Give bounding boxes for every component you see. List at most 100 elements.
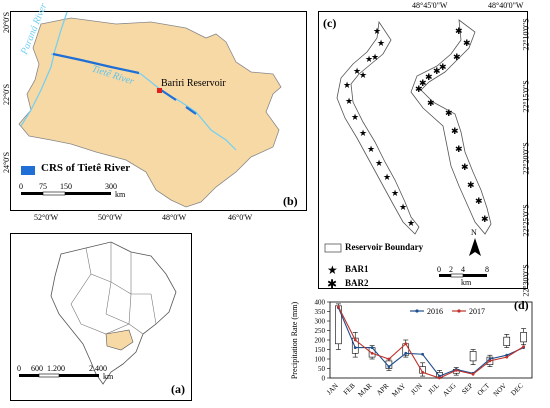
bar1-station-marker: ★ — [351, 112, 359, 122]
series-point-2017 — [505, 355, 509, 359]
y-tick-label: 300 — [315, 318, 326, 326]
lat-label-22s: 22°0'S — [2, 83, 12, 106]
bar2-markers: ✱✱✱✱✱✱✱✱✱✱✱✱✱✱✱✱ — [415, 26, 489, 224]
bar2-station-marker: ✱ — [433, 66, 441, 76]
x-tick-label: JAN — [325, 382, 340, 397]
x-tick-label: APR — [375, 382, 391, 398]
legend-boundary-swatch — [324, 243, 342, 253]
chart-ylabel: Precipitation Rate (mm) — [290, 301, 300, 380]
bar1-station-marker: ★ — [391, 188, 399, 198]
reservoir-map-svg: ★★★★★★★★★★★★★★★★ ✱✱✱✱✱✱✱✱✱✱✱✱✱✱✱✱ ★ ✱ — [324, 19, 492, 291]
series-line-2016 — [337, 307, 524, 377]
series-point-2017 — [353, 338, 357, 342]
bar2-station-marker: ✱ — [427, 98, 435, 108]
north-label: N — [471, 228, 477, 237]
series-point-2017 — [404, 342, 408, 346]
scale-b-tick-2: 150 — [60, 182, 72, 191]
bar2-station-marker: ✱ — [455, 26, 463, 36]
y-tick-label: 100 — [315, 356, 326, 364]
lon-label-48-45w: 48°45'0"W — [412, 1, 448, 10]
bar2-station-marker: ✱ — [419, 78, 427, 88]
bar2-station-marker: ✱ — [453, 52, 461, 62]
series-point-2016 — [353, 346, 357, 349]
legend-bar1-label: BAR1 — [345, 264, 369, 274]
x-tick-label: JUL — [427, 382, 441, 396]
y-tick-label: 250 — [315, 327, 326, 335]
legend-label-2017: 2017 — [469, 307, 485, 316]
x-tick-label: FEB — [342, 382, 357, 397]
series-point-2017 — [454, 369, 458, 372]
bar2-station-marker: ✱ — [445, 108, 453, 118]
box-body — [351, 337, 359, 354]
brazil-outline — [50, 241, 177, 385]
x-tick-label: AUG — [441, 382, 457, 398]
panel-a-label: (a) — [171, 382, 185, 396]
scale-c-tick-3: 8 — [485, 265, 489, 274]
lon-label-48w: 48°0'W — [162, 213, 187, 222]
y-tick-label: 200 — [315, 337, 326, 345]
legend-boundary-label: Reservoir Boundary — [345, 242, 424, 252]
panel-a-scale-bar — [19, 373, 99, 378]
panel-c-label: (c) — [323, 16, 337, 30]
scale-b-unit: km — [115, 190, 126, 199]
x-tick-label: SEP — [460, 382, 474, 396]
bariri-reservoir-marker — [157, 88, 162, 93]
bar1-station-marker: ★ — [359, 70, 367, 80]
scale-a-tick-0: 0 — [17, 364, 21, 373]
panel-c-reservoir-map: ★ ★ ★ ★ ★ ★ ★ ★ ★ ★ ★ ★ ★ ★ ★ ★ ✱ ✱ ✱ ✱ ✱ ✱ ✱ ✱ ✱ ✱ ✱ ✱ ✱ ✱ ✱ ✱ ★ ✱ Re… — [318, 11, 528, 291]
scale-b-tick-3: 300 — [105, 182, 117, 191]
sao-paulo-highlight — [105, 329, 134, 351]
y-tick-label: 350 — [315, 308, 326, 316]
bar1-station-marker: ★ — [367, 144, 375, 154]
bar2-station-marker: ✱ — [415, 84, 423, 94]
x-tick-label: MAY — [390, 382, 407, 399]
series-point-2017 — [471, 372, 475, 376]
series-point-2017 — [421, 370, 424, 374]
box-body — [503, 336, 511, 347]
scale-c-tick-0: 0 — [437, 265, 441, 274]
scale-c-unit: km — [461, 278, 472, 287]
series-point-2016 — [387, 365, 391, 368]
series-point-2017 — [522, 345, 525, 349]
bar1-station-marker: ★ — [343, 80, 351, 90]
series-point-2016 — [370, 346, 374, 349]
bar1-markers: ★★★★★★★★★★★★★★★★ — [343, 26, 415, 228]
y-tick-label: 400 — [315, 299, 326, 307]
crs-segments-line — [52, 52, 197, 115]
series-point-2017 — [438, 376, 441, 380]
scale-c-tick-2: 4 — [461, 265, 465, 274]
reservoir-boundary-bar2 — [410, 19, 492, 235]
lat-label-24s: 24°0'S — [2, 151, 12, 174]
legend-label-2016: 2016 — [427, 307, 443, 316]
legend-bar1-symbol: ★ — [327, 263, 338, 277]
bar1-station-marker: ★ — [375, 158, 383, 168]
crs-legend-swatch — [21, 166, 35, 175]
legend-bar2-symbol: ✱ — [327, 277, 337, 291]
parana-river-line — [20, 11, 68, 127]
lat-label-22-25s: 22°25'0"S — [521, 204, 531, 237]
bar1-station-marker: ★ — [353, 66, 361, 76]
bar1-station-marker: ★ — [359, 128, 367, 138]
bar2-station-marker: ✱ — [481, 214, 489, 224]
series-point-2017 — [387, 357, 391, 361]
bar2-station-marker: ✱ — [439, 62, 447, 72]
panel-c-scale-bar — [439, 273, 487, 278]
bar1-station-marker: ★ — [365, 54, 373, 64]
lon-label-50w: 50°0'W — [98, 213, 123, 222]
box-body — [520, 332, 527, 343]
panel-d-label: (d) — [514, 298, 529, 312]
series-point-2016 — [404, 351, 408, 355]
lat-label-22-10s: 22°10'0"S — [521, 18, 531, 51]
box-body — [469, 351, 477, 362]
bar2-station-marker: ✱ — [425, 72, 433, 82]
bar2-station-marker: ✱ — [463, 38, 471, 48]
x-tick-label: MAR — [357, 382, 374, 399]
bar2-station-marker: ✱ — [455, 144, 463, 154]
crs-legend-label: CRS of Tietê River — [41, 162, 131, 174]
legend-marker-2016 — [415, 309, 419, 313]
scale-b-tick-0: 0 — [19, 182, 23, 191]
bar2-station-marker: ✱ — [475, 196, 483, 206]
panel-b-label: (b) — [283, 194, 298, 208]
sao-paulo-state-shape — [18, 17, 282, 208]
